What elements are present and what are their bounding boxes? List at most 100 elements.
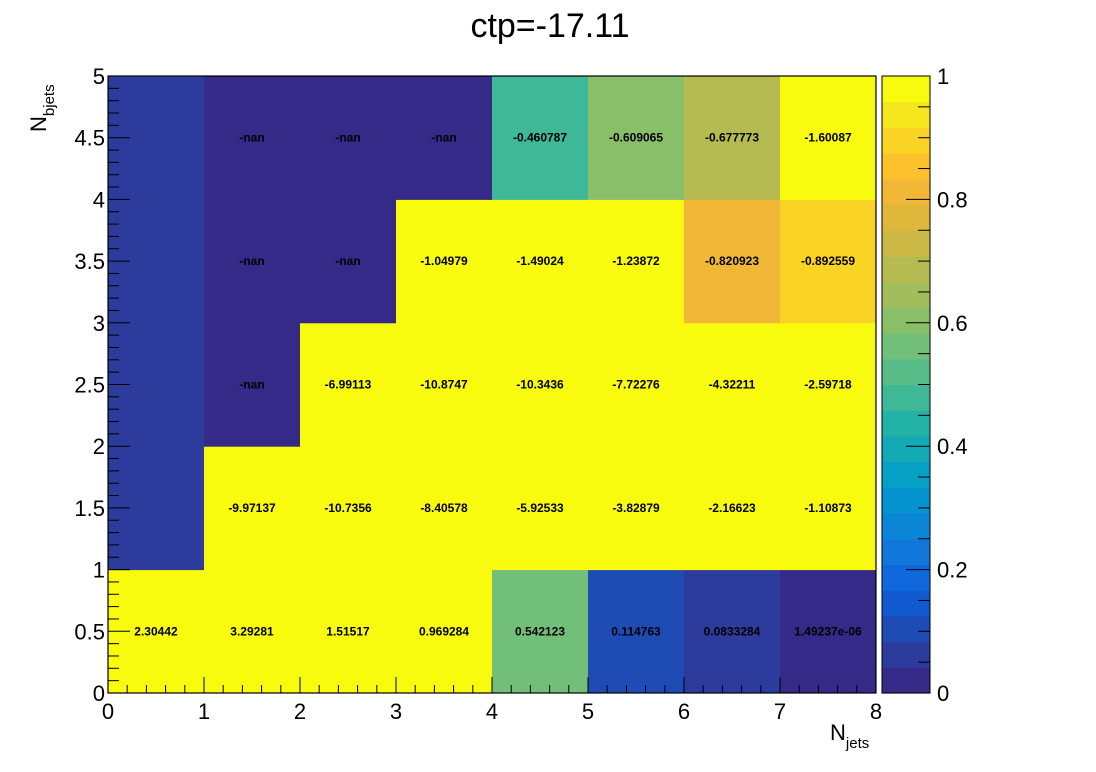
y-tick-label: 4	[93, 187, 105, 212]
heatmap-cell	[780, 76, 877, 200]
heatmap-cell	[492, 199, 589, 324]
x-tick-label: 1	[198, 699, 210, 724]
cell-value-label: -2.59718	[804, 378, 852, 392]
cell-value-label: -0.609065	[609, 131, 663, 145]
x-tick-label: 0	[102, 699, 114, 724]
cell-value-label: -nan	[239, 131, 264, 145]
cell-value-label: -9.97137	[228, 501, 276, 515]
heatmap-cell	[204, 76, 301, 200]
x-axis-title-main: N	[830, 720, 846, 745]
heatmap-cell	[396, 446, 493, 571]
colorbar-band	[882, 590, 930, 617]
cell-value-label: -2.16623	[708, 501, 756, 515]
cell-labels: 2.30442 3.29281 1.51517 0.969284 0.542123 0.1…	[134, 131, 862, 639]
x-tick-label: 2	[294, 699, 306, 724]
colorbar-band	[882, 101, 930, 129]
heatmap-cell	[492, 322, 589, 447]
heatmap-cell	[204, 446, 301, 571]
y-tick-label: 3	[93, 311, 105, 336]
heatmap-cells	[108, 76, 877, 694]
y-tick-label: 2	[93, 434, 105, 459]
heatmap-cell	[588, 322, 685, 447]
colorbar-ticks: 0 0.2 0.4 0.6 0.8 1	[906, 64, 968, 706]
colorbar-band	[882, 667, 930, 694]
y-axis-title-main: N	[26, 116, 51, 132]
y-tick-labels: 0 0.5 1 1.5 2 2.5 3 3.5 4 4.5 5	[74, 64, 105, 706]
cell-value-label: -nan	[335, 131, 360, 145]
colorbar-band	[882, 178, 930, 206]
cell-value-label: 0.969284	[419, 624, 469, 638]
cell-value-label: -10.3436	[516, 378, 564, 392]
colorbar-band	[882, 513, 930, 540]
colorbar-band	[882, 204, 930, 231]
y-tick-label: 4.5	[74, 126, 105, 151]
cell-value-label: -6.99113	[325, 378, 372, 392]
heatmap-cell	[780, 569, 877, 694]
colorbar-band	[882, 307, 930, 334]
heatmap-cell	[588, 446, 685, 571]
heatmap-cell	[588, 76, 685, 200]
heatmap-cell	[204, 199, 301, 324]
cell-value-label: -0.677773	[705, 131, 759, 145]
heatmap-cell	[204, 322, 301, 447]
heatmap-cell	[780, 322, 877, 447]
x-tick-label: 7	[774, 699, 786, 724]
colorbar-tick-label: 1	[937, 64, 949, 89]
heatmap-cell	[780, 199, 877, 324]
heatmap-cell	[300, 199, 397, 324]
colorbar-band	[882, 641, 930, 668]
heatmap-cell	[684, 569, 781, 694]
cell-value-label: -1.60087	[804, 131, 852, 145]
colorbar-band	[882, 230, 930, 257]
colorbar-band	[882, 461, 930, 488]
heatmap-cell	[492, 569, 589, 694]
x-tick-labels: 0 1 2 3 4 5 6 7 8	[102, 699, 882, 724]
cell-value-label: 1.49237e-06	[794, 624, 862, 638]
heatmap-cell	[492, 76, 589, 200]
x-axis-title: Njets	[830, 720, 869, 752]
cell-value-label: -10.7356	[324, 501, 372, 515]
heatmap-cell	[684, 199, 781, 324]
y-tick-label: 2.5	[74, 373, 105, 398]
colorbar-band	[882, 76, 930, 103]
cell-value-label: -10.8747	[420, 378, 468, 392]
heatmap-cell	[300, 446, 397, 571]
cell-value-label: -1.23872	[612, 254, 660, 268]
x-tick-label: 4	[486, 699, 498, 724]
colorbar-tick-label: 0.8	[937, 187, 968, 212]
cell-value-label: -nan	[239, 254, 264, 268]
cell-value-label: -nan	[335, 254, 360, 268]
colorbar-tick-label: 0.2	[937, 558, 968, 583]
colorbar-band	[882, 410, 930, 437]
colorbar-band	[882, 487, 930, 514]
heatmap-cell	[396, 76, 493, 200]
heatmap-cell	[300, 76, 397, 200]
heatmap-cell	[780, 446, 877, 571]
heatmap-cell	[300, 322, 397, 447]
cell-value-label: 0.114763	[611, 624, 661, 638]
cell-value-label: -1.04979	[420, 254, 468, 268]
cell-value-label: 0.0833284	[704, 624, 761, 638]
heatmap-cell	[588, 569, 685, 694]
cell-value-label: -0.460787	[513, 131, 567, 145]
cell-value-label: -7.72276	[612, 378, 660, 392]
y-tick-label: 0	[93, 681, 105, 706]
y-tick-label: 3.5	[74, 249, 105, 274]
colorbar	[882, 76, 930, 694]
cell-value-label: 2.30442	[134, 624, 178, 638]
heatmap-cell	[684, 446, 781, 571]
y-tick-label: 0.5	[74, 619, 105, 644]
heatmap-cell	[300, 569, 397, 694]
colorbar-tick-label: 0.4	[937, 434, 968, 459]
cell-value-label: 0.542123	[515, 624, 565, 638]
axis-ticks	[107, 75, 877, 694]
heatmap-cell	[204, 569, 301, 694]
cell-value-label: 1.51517	[326, 624, 370, 638]
x-tick-label: 6	[678, 699, 690, 724]
x-tick-label: 5	[582, 699, 594, 724]
cell-value-label: 3.29281	[230, 624, 274, 638]
heatmap-cell	[396, 569, 493, 694]
cell-value-label: -0.820923	[705, 254, 759, 268]
colorbar-band	[882, 153, 930, 180]
heatmap-cell	[684, 76, 781, 200]
